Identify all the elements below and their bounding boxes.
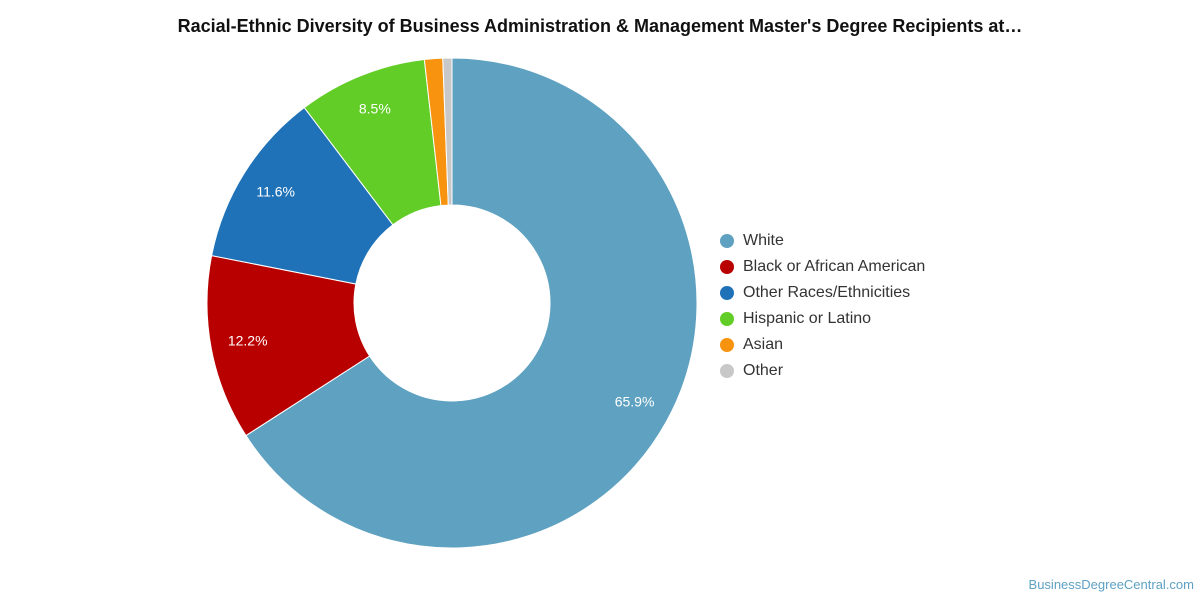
legend-label: Hispanic or Latino (743, 310, 872, 327)
legend-swatch (720, 260, 734, 274)
donut-slice[interactable] (442, 57, 453, 206)
legend-label: Black or African American (743, 258, 926, 275)
slice-data-label: 12.2% (228, 333, 268, 349)
legend-swatch (720, 234, 734, 248)
legend-item[interactable]: Other Races/Ethnicities (720, 280, 925, 306)
legend-item[interactable]: Black or African American (720, 254, 925, 280)
legend-swatch (720, 338, 734, 352)
legend-label: Other (743, 362, 784, 379)
legend-label: Other Races/Ethnicities (743, 284, 911, 301)
slice-data-label: 8.5% (359, 101, 391, 117)
slice-data-label: 11.6% (256, 183, 295, 199)
donut-slice[interactable] (206, 254, 371, 437)
legend-label: White (743, 232, 784, 249)
legend-swatch (720, 364, 734, 378)
legend-item[interactable]: Asian (720, 332, 925, 358)
source-credit[interactable]: BusinessDegreeCentral.com (1028, 577, 1194, 592)
legend-item[interactable]: Other (720, 358, 925, 384)
chart-legend: White Black or African American Other Race… (720, 228, 925, 384)
donut-slice[interactable] (245, 57, 698, 549)
legend-swatch (720, 286, 734, 300)
chart-title: Racial-Ethnic Diversity of Business Admi… (177, 16, 1023, 36)
legend-label: Asian (743, 336, 784, 353)
donut-slice[interactable] (211, 106, 394, 285)
legend-swatch (720, 312, 734, 326)
legend-item[interactable]: Hispanic or Latino (720, 306, 925, 332)
slice-data-label: 65.9% (615, 393, 655, 409)
legend-item[interactable]: White (720, 228, 925, 254)
